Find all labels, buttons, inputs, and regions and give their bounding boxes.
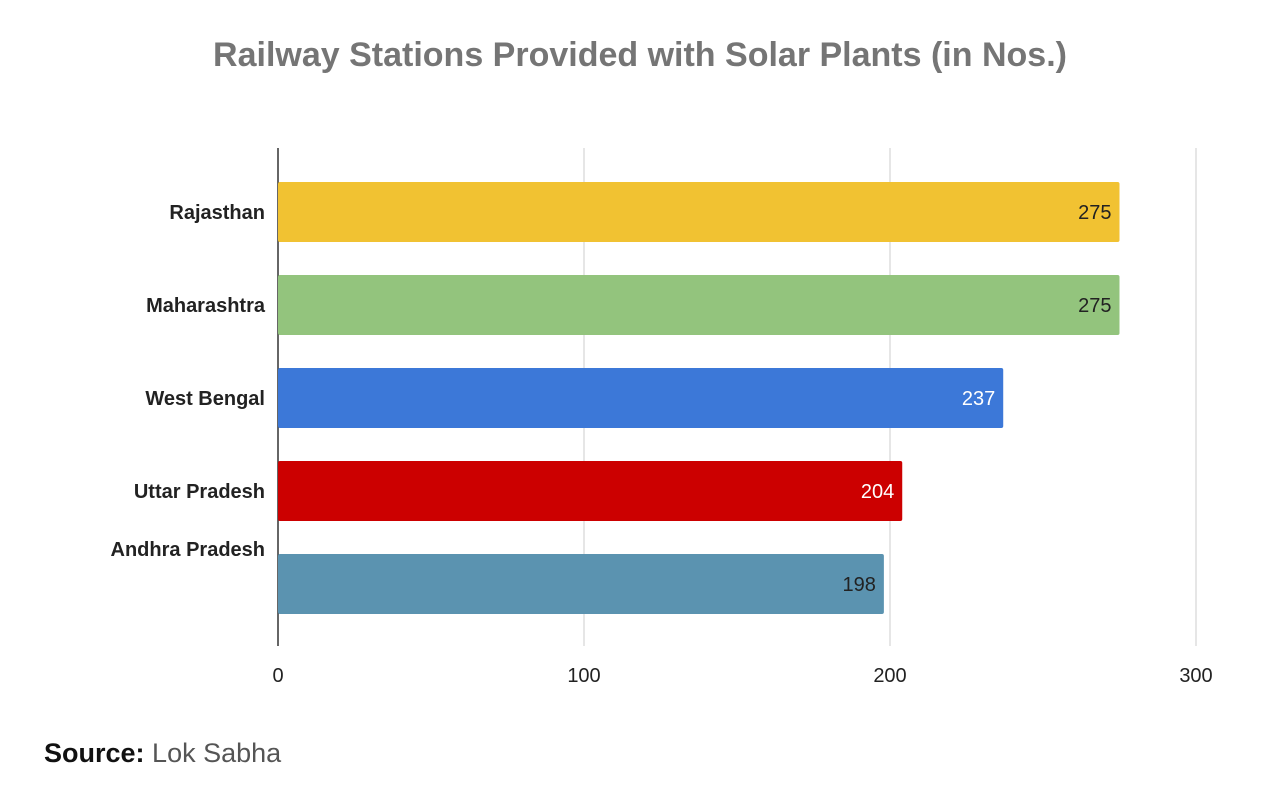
bar <box>278 554 884 614</box>
x-tick-label: 100 <box>567 665 600 687</box>
data-label: 237 <box>962 388 995 410</box>
data-label: 198 <box>843 574 876 596</box>
category-label: Rajasthan <box>169 202 265 224</box>
x-tick-label: 200 <box>873 665 906 687</box>
x-tick-labels: 0 100 200 300 <box>272 665 1212 687</box>
bar-chart: Railway Stations Provided with Solar Pla… <box>111 36 1213 687</box>
source-text: Lok Sabha <box>152 738 282 768</box>
source-label: Source: <box>44 738 145 768</box>
category-labels: Rajasthan Maharashtra West Bengal Uttar Pra… <box>111 202 266 561</box>
data-label: 275 <box>1078 202 1111 224</box>
category-label: Andhra Pradesh <box>111 539 265 561</box>
bars: 275 275 237 204 198 <box>278 182 1120 614</box>
bar <box>278 368 1004 428</box>
source-note: Source: Lok Sabha <box>44 738 281 769</box>
chart-title: Railway Stations Provided with Solar Pla… <box>213 36 1067 74</box>
data-label: 275 <box>1078 295 1111 317</box>
category-label: West Bengal <box>145 388 265 410</box>
data-label: 204 <box>861 481 894 503</box>
category-label: Maharashtra <box>146 295 266 317</box>
x-tick-label: 300 <box>1179 665 1212 687</box>
bar <box>278 275 1120 335</box>
category-label: Uttar Pradesh <box>134 481 265 503</box>
bar <box>278 182 1120 242</box>
bar <box>278 461 903 521</box>
x-tick-label: 0 <box>272 665 283 687</box>
